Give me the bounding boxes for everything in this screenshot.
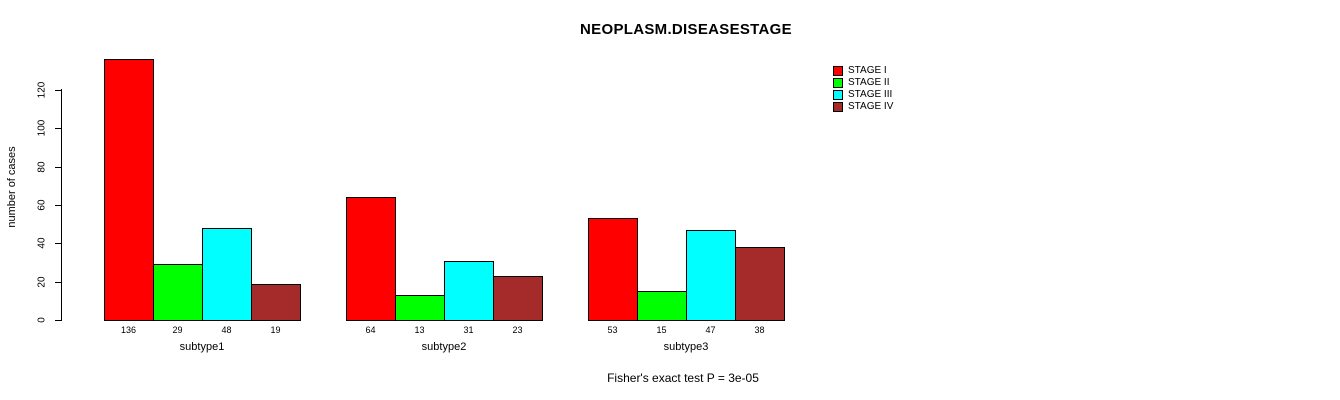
- legend-color-swatch: [833, 78, 843, 88]
- legend-entry-stage-ii: STAGE II: [833, 77, 893, 89]
- bar-value-label: 23: [512, 325, 523, 335]
- bar-subtype1-stage-iv: [251, 284, 301, 321]
- y-tick-mark: [55, 282, 61, 283]
- legend-color-swatch: [833, 102, 843, 112]
- y-tick-mark: [55, 167, 61, 168]
- bar-subtype1-stage-ii: [153, 264, 203, 321]
- y-tick-label: 120: [36, 81, 48, 99]
- category-label: subtype2: [421, 341, 467, 353]
- bar-value-label: 38: [754, 325, 765, 335]
- bar-subtype2-stage-iv: [493, 276, 543, 321]
- y-tick-mark: [55, 320, 61, 321]
- legend-color-swatch: [833, 90, 843, 100]
- legend-label: STAGE II: [848, 77, 890, 88]
- y-tick-label: 60: [36, 199, 48, 211]
- y-tick-label: 100: [36, 119, 48, 137]
- legend-entry-stage-i: STAGE I: [833, 65, 893, 77]
- category-label: subtype3: [663, 341, 709, 353]
- bar-value-label: 136: [120, 325, 137, 335]
- y-axis-line: [61, 89, 62, 321]
- bar-value-label: 53: [607, 325, 618, 335]
- category-label: subtype1: [179, 341, 225, 353]
- y-tick-label: 40: [36, 237, 48, 249]
- bar-subtype2-stage-iii: [444, 261, 494, 321]
- annotation-fisher-test: Fisher's exact test P = 3e-05: [607, 371, 759, 385]
- bar-subtype3-stage-ii: [637, 291, 687, 321]
- y-tick-mark: [55, 128, 61, 129]
- bar-value-label: 15: [656, 325, 667, 335]
- bar-subtype3-stage-iii: [686, 230, 736, 321]
- y-tick-mark: [55, 205, 61, 206]
- y-tick-label: 80: [36, 161, 48, 173]
- legend-color-swatch: [833, 66, 843, 76]
- bar-value-label: 13: [414, 325, 425, 335]
- legend-entry-stage-iii: STAGE III: [833, 89, 893, 101]
- y-tick-label: 20: [36, 276, 48, 288]
- legend: STAGE I STAGE II STAGE III STAGE IV: [833, 65, 893, 113]
- chart-title: NEOPLASM.DISEASESTAGE: [580, 21, 792, 38]
- bar-subtype2-stage-i: [346, 197, 396, 321]
- y-axis-label: number of cases: [6, 146, 18, 228]
- bar-subtype3-stage-i: [588, 218, 638, 321]
- y-tick-mark: [55, 243, 61, 244]
- legend-label: STAGE III: [848, 89, 893, 100]
- bar-value-label: 48: [221, 325, 232, 335]
- legend-label: STAGE I: [848, 65, 887, 76]
- bar-subtype3-stage-iv: [735, 247, 785, 321]
- bar-subtype1-stage-iii: [202, 228, 252, 321]
- bar-value-label: 64: [365, 325, 376, 335]
- y-tick-mark: [55, 90, 61, 91]
- y-tick-label: 0: [36, 317, 48, 323]
- bar-value-label: 29: [172, 325, 183, 335]
- bar-value-label: 31: [463, 325, 474, 335]
- bar-subtype1-stage-i: [104, 59, 154, 321]
- legend-label: STAGE IV: [848, 101, 894, 112]
- bar-subtype2-stage-ii: [395, 295, 445, 321]
- bar-value-label: 19: [270, 325, 281, 335]
- legend-entry-stage-iv: STAGE IV: [833, 101, 893, 113]
- bar-value-label: 47: [705, 325, 716, 335]
